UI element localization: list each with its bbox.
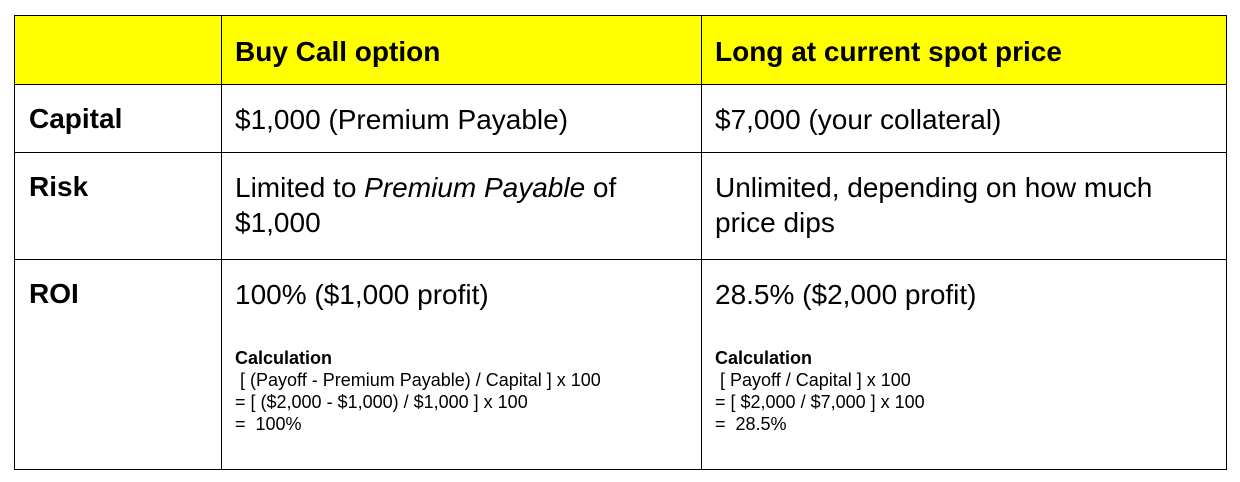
- comparison-table: Buy Call option Long at current spot pri…: [14, 15, 1227, 470]
- roi-spot-calc-line: = [ $2,000 / $7,000 ] x 100: [715, 392, 925, 412]
- roi-spot-calc-line: = 28.5%: [715, 414, 787, 434]
- risk-call-suffix: of $1,000: [235, 172, 617, 238]
- header-row: Buy Call option Long at current spot pri…: [14, 15, 1227, 85]
- table-row-roi: ROI 100% ($1,000 profit) Calculation [ (…: [14, 259, 1227, 470]
- row-label-roi: ROI: [29, 278, 79, 309]
- roi-spot-calc-line: [ Payoff / Capital ] x 100: [715, 370, 911, 390]
- capital-call-value: $1,000 (Premium Payable): [235, 104, 569, 135]
- risk-call-emphasis: Premium Payable: [364, 172, 586, 203]
- roi-call-value: 100% ($1,000 profit): [235, 279, 489, 310]
- roi-call-calc-line: = 100%: [235, 414, 302, 434]
- risk-call-value: Limited to Premium Payable of $1,000: [222, 153, 701, 240]
- roi-call-cell: 100% ($1,000 profit) Calculation [ (Payo…: [222, 260, 701, 435]
- header-corner: [15, 16, 221, 35]
- roi-call-calc-title: Calculation: [235, 348, 333, 368]
- risk-spot-value: Unlimited, depending on how much price d…: [715, 172, 1153, 238]
- header-corner-cell: [14, 15, 222, 85]
- row-label-capital: Capital: [29, 103, 123, 134]
- roi-spot-cell: 28.5% ($2,000 profit) Calculation [ Payo…: [702, 260, 1226, 435]
- header-spot-cell: Long at current spot price: [701, 15, 1227, 85]
- risk-call-prefix: Limited to: [235, 172, 365, 203]
- capital-spot-value: $7,000 (your collateral): [715, 104, 1002, 135]
- header-call-cell: Buy Call option: [221, 15, 702, 85]
- row-label-risk: Risk: [29, 171, 89, 202]
- roi-spot-value: 28.5% ($2,000 profit): [715, 279, 977, 310]
- roi-call-calc-line: = [ ($2,000 - $1,000) / $1,000 ] x 100: [235, 392, 528, 412]
- roi-call-calc-line: [ (Payoff - Premium Payable) / Capital ]…: [235, 370, 601, 390]
- header-long-spot: Long at current spot price: [715, 36, 1062, 67]
- table-row-risk: Risk Limited to Premium Payable of $1,00…: [14, 152, 1227, 260]
- table-row-capital: Capital $1,000 (Premium Payable) $7,000 …: [14, 84, 1227, 153]
- header-buy-call-option: Buy Call option: [235, 36, 441, 67]
- roi-spot-calc-title: Calculation: [715, 348, 813, 368]
